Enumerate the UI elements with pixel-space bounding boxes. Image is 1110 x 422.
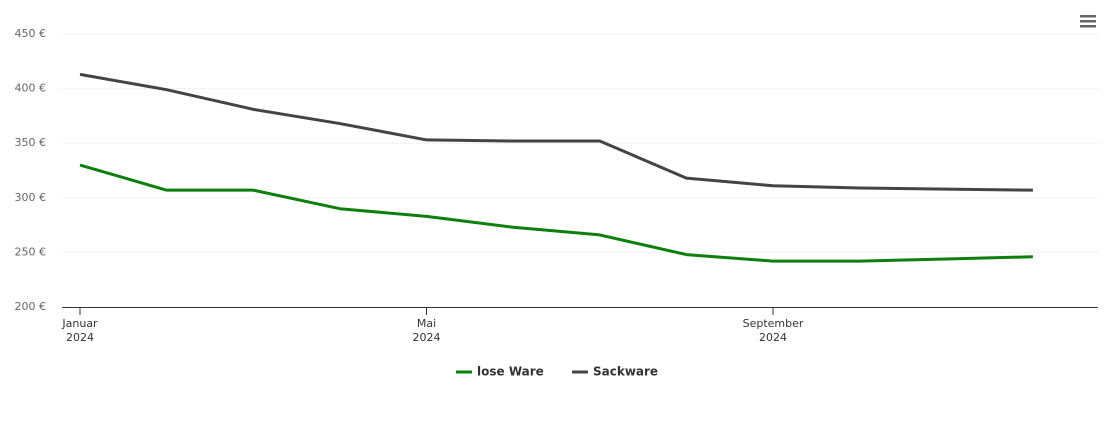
- line: [79, 163, 1033, 263]
- x-tick-label: 2024: [66, 331, 94, 344]
- x-tick-label: Mai: [417, 317, 436, 330]
- x-tick-label: 2024: [413, 331, 441, 344]
- y-tick-label: 250 €: [15, 245, 47, 258]
- x-tick-label: Januar: [61, 317, 98, 330]
- legend-label: Sackware: [593, 365, 658, 379]
- menu-icon[interactable]: [1080, 15, 1096, 28]
- x-tick-label: 2024: [759, 331, 787, 344]
- x-tick-label: September: [743, 317, 804, 330]
- y-tick-label: 450 €: [15, 27, 47, 40]
- y-tick-label: 200 €: [15, 300, 47, 313]
- y-tick-label: 400 €: [15, 82, 47, 95]
- line: [79, 72, 1033, 192]
- y-tick-label: 300 €: [15, 191, 47, 204]
- legend-label: lose Ware: [477, 365, 544, 379]
- y-tick-label: 350 €: [15, 136, 47, 149]
